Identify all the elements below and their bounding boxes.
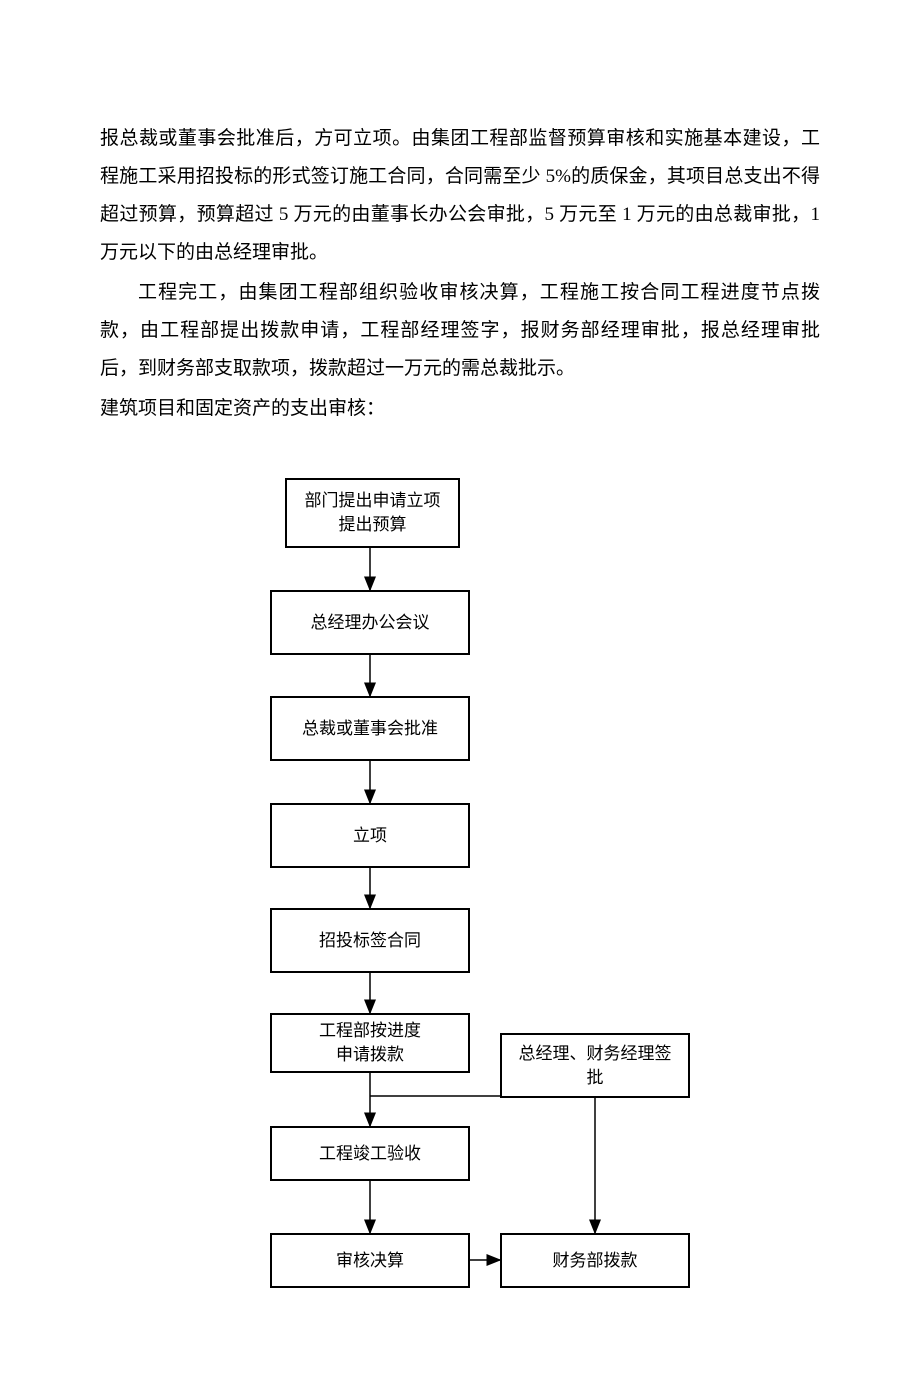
paragraph-2: 工程完工，由集团工程部组织验收审核决算，工程施工按合同工程进度节点拨款，由工程部… — [100, 274, 820, 388]
flowchart-node-n7: 工程竣工验收 — [270, 1126, 470, 1181]
flowchart-node-n4: 立项 — [270, 803, 470, 868]
paragraph-1: 报总裁或董事会批准后，方可立项。由集团工程部监督预算审核和实施基本建设，工程施工… — [100, 120, 820, 272]
flowchart-node-n2: 总经理办公会议 — [270, 590, 470, 655]
flowchart-node-n8: 审核决算 — [270, 1233, 470, 1288]
flowchart-node-n3: 总裁或董事会批准 — [270, 696, 470, 761]
flowchart-diagram: 部门提出申请立项提出预算总经理办公会议总裁或董事会批准立项招投标签合同工程部按进… — [210, 478, 710, 1328]
flowchart-node-n6: 工程部按进度申请拨款 — [270, 1013, 470, 1073]
flowchart-node-n1: 部门提出申请立项提出预算 — [285, 478, 460, 548]
section-title: 建筑项目和固定资产的支出审核： — [100, 390, 820, 428]
flowchart-node-n10: 财务部拨款 — [500, 1233, 690, 1288]
flowchart-node-n5: 招投标签合同 — [270, 908, 470, 973]
flowchart-node-n9: 总经理、财务经理签批 — [500, 1033, 690, 1098]
